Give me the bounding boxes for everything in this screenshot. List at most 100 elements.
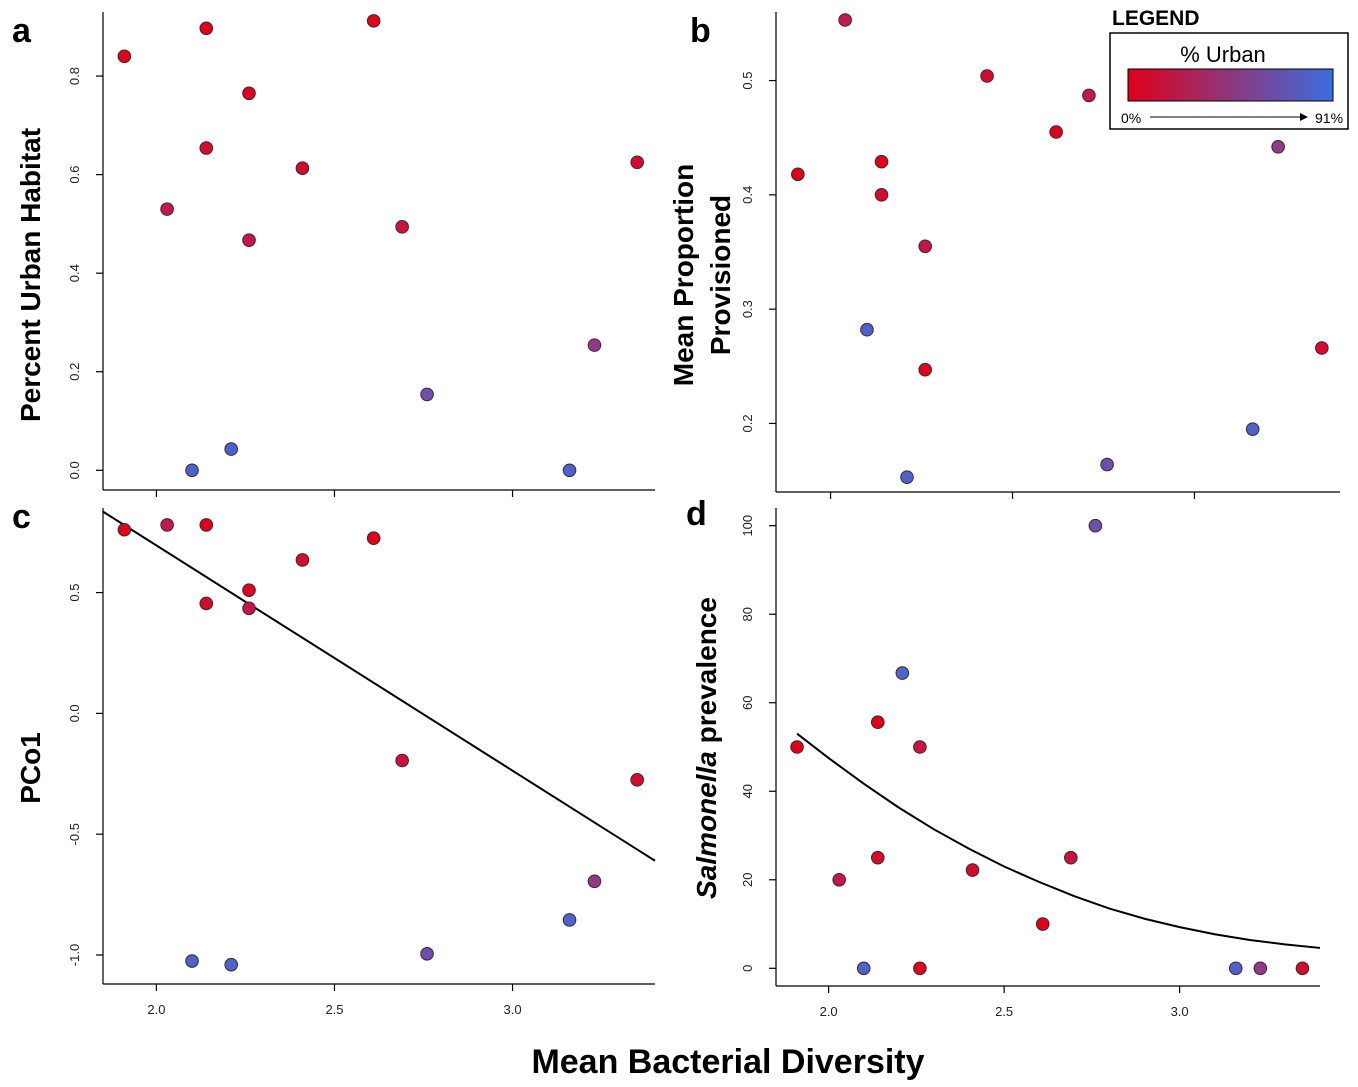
panel-d-x-tick-label: 2.5 (995, 1004, 1013, 1019)
panel-a-data-point (562, 463, 577, 478)
panel-b-data-point (900, 470, 914, 484)
panel-c-data-point (160, 518, 174, 532)
legend-arrow-head (1300, 113, 1308, 121)
panel-d-data-point (913, 961, 927, 976)
panel-c-data-point (242, 583, 256, 597)
legend-title: LEGEND (1112, 7, 1200, 30)
panel-a-data-point (395, 220, 409, 234)
panel-b-data-point (918, 362, 932, 377)
panel-d-data-point (856, 961, 871, 976)
panel-d-data-point (1295, 961, 1310, 976)
panel-c-data-point (199, 596, 214, 611)
panel-a-y-tick-label: 0.0 (67, 461, 82, 479)
panel-a-data-point (366, 14, 381, 28)
panel-d-y-tick-label: 80 (740, 607, 755, 621)
panel-c-data-point (117, 522, 132, 537)
panel-c-x-tick-label: 2.5 (325, 1002, 343, 1017)
panel-c-fit-line (102, 510, 656, 862)
panel-a-y-tick-label: 0.2 (67, 363, 82, 381)
panel-b-data-point (860, 322, 874, 337)
panel-a: a Percent Urban Habitat 0.0 0.2 0.4 0.6 0.8 (12, 12, 655, 497)
panel-b-y-tick-label: 0.3 (740, 300, 755, 318)
panel-d-data-point (965, 863, 980, 877)
shared-x-axis-label: Mean Bacterial Diversity (531, 1043, 924, 1081)
panel-c-y-tick-label: -1.0 (67, 944, 82, 966)
panel-d-y-tick-label: 60 (740, 696, 755, 710)
panel-d-data-point (870, 715, 885, 730)
panel-d-data-point (790, 740, 804, 754)
panel-d-data-point (832, 872, 846, 887)
panel-c-data-point (420, 946, 434, 961)
panel-a-data-point (199, 141, 214, 155)
panel-d-data-point (895, 666, 910, 680)
panel-b-data-point (1245, 422, 1260, 436)
panel-a-data-point (630, 155, 644, 170)
panel-c-data-point (630, 773, 644, 787)
panel-d-x-tick-label: 2.0 (820, 1004, 838, 1019)
panel-letter-a: a (12, 12, 32, 50)
legend: LEGEND % Urban 0% 91% (1109, 7, 1349, 130)
panel-d-ylabel-rest: prevalence (691, 597, 722, 743)
panel-a-y-tick-label: 0.6 (67, 166, 82, 184)
panel-c-data-point (562, 913, 577, 927)
panel-d: d Salmonella prevalence 2.0 2.5 3.0 0 20 40 60… (686, 495, 1321, 1019)
panel-a-data-point (199, 21, 214, 36)
panel-a-ylabel: Percent Urban Habitat (15, 128, 46, 422)
panel-d-data-point (1253, 961, 1268, 976)
panel-c-ylabel: PCo1 (15, 732, 46, 804)
panel-c-data-point (295, 553, 310, 567)
panel-d-data-point (1088, 518, 1103, 533)
panel-a-data-point (420, 387, 434, 402)
panel-a-data-point (242, 233, 256, 247)
panel-a-data-point (224, 442, 239, 456)
panel-c-data-point (587, 874, 602, 889)
panel-c-x-tick-label: 3.0 (504, 1002, 522, 1017)
panel-c-y-tick-label: 0.5 (67, 584, 82, 602)
panel-d-data-point (870, 850, 885, 865)
panel-a-data-point (242, 86, 256, 101)
panel-c-y-tick-label: 0.0 (67, 704, 82, 722)
panel-d-data-point (1228, 961, 1243, 976)
legend-max-label: 91% (1315, 110, 1343, 126)
panel-b-data-point (874, 188, 889, 202)
panel-b-y-tick-label: 0.5 (740, 72, 755, 90)
panel-c-data-point (395, 753, 409, 768)
panel-c-data-point (224, 957, 239, 972)
panel-c-x-tick-label: 2.0 (147, 1002, 165, 1017)
panel-d-y-tick-label: 40 (740, 784, 755, 798)
panel-d-data-point (1064, 850, 1078, 865)
legend-min-label: 0% (1121, 110, 1141, 126)
panel-a-data-point (295, 161, 310, 176)
panel-c-data-point (366, 531, 381, 546)
panel-a-data-point (587, 338, 602, 352)
panel-b-data-point (874, 154, 889, 169)
panel-b-y-tick-label: 0.4 (740, 186, 755, 204)
panel-b-data-point (1100, 457, 1114, 472)
panel-b-data-point (1049, 125, 1063, 139)
panel-c: c PCo1 2.0 2.5 3.0 -1.0 -0.5 0.0 0.5 (12, 498, 656, 1017)
panel-a-y-tick-label: 0.8 (67, 67, 82, 85)
panel-d-y-tick-label: 0 (740, 965, 755, 972)
panel-d-data-point (913, 740, 927, 754)
panel-d-ylabel-italic: Salmonella (691, 751, 722, 899)
panel-b-data-point (1082, 88, 1096, 103)
panel-b-data-point (838, 13, 852, 27)
panel-d-ylabel: Salmonella prevalence (691, 597, 722, 899)
panel-d-data-point (1035, 917, 1050, 931)
panel-b-data-point (918, 239, 932, 254)
panel-b-data-point (1315, 341, 1329, 355)
legend-color-ramp (1127, 68, 1334, 102)
panel-a-data-point (117, 49, 132, 64)
panel-b-data-point (980, 69, 994, 83)
panel-letter-d: d (686, 495, 707, 533)
panel-b-ylabel-line2: Provisioned (705, 195, 736, 355)
legend-subtitle: % Urban (1180, 42, 1266, 67)
panel-d-fit-curve (796, 732, 1321, 949)
panel-letter-c: c (12, 498, 31, 536)
panel-c-data-point (242, 601, 256, 616)
panel-letter-b: b (690, 12, 711, 50)
panel-a-y-tick-label: 0.4 (67, 264, 82, 282)
panel-d-x-tick-label: 3.0 (1171, 1004, 1189, 1019)
panel-a-data-point (185, 463, 199, 478)
